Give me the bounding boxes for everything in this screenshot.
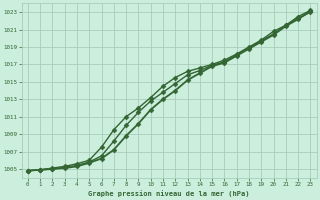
X-axis label: Graphe pression niveau de la mer (hPa): Graphe pression niveau de la mer (hPa): [88, 190, 250, 197]
